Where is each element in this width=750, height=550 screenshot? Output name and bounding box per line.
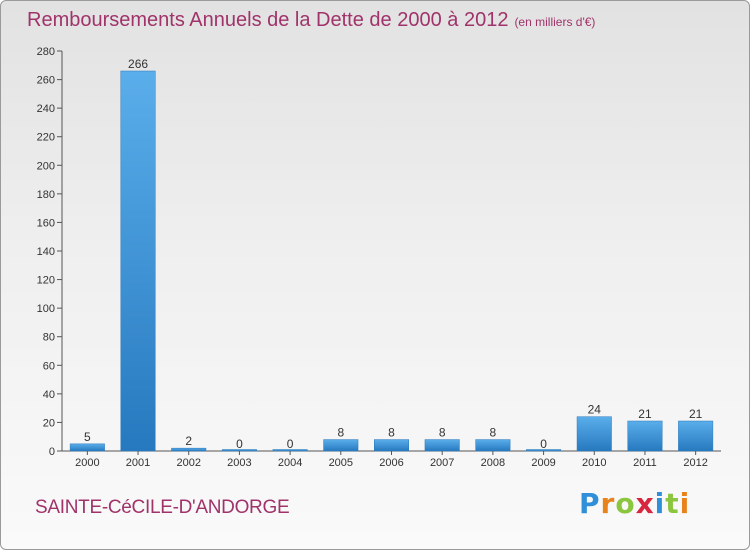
bar <box>120 70 156 452</box>
labels: 2000 5 2001 266 2002 2 2003 0 2004 0 2005 8 2006 8 200… <box>75 57 708 469</box>
y-tick-label: 200 <box>37 160 55 172</box>
data-label: 8 <box>388 426 395 440</box>
logo-letter: i <box>654 487 666 520</box>
data-label: 0 <box>540 437 547 451</box>
y-tick-label: 0 <box>49 446 55 458</box>
x-tick-label: 2003 <box>227 457 251 469</box>
chart-unit: (en milliers d'€) <box>514 15 596 29</box>
logo-letter: i <box>679 487 691 520</box>
commune-name: SAINTE-CéCILE-D'ANDORGE <box>35 497 290 518</box>
y-tick-label: 180 <box>37 189 55 201</box>
bar <box>627 420 663 452</box>
logo-letter: o <box>615 487 636 520</box>
y-tick-label: 220 <box>37 132 55 144</box>
x-tick-label: 2007 <box>430 457 454 469</box>
y-tick-label: 280 <box>37 46 55 58</box>
x-tick-label: 2005 <box>329 457 353 469</box>
bar <box>272 449 308 452</box>
bar <box>374 439 409 452</box>
x-tick-label: 2009 <box>531 457 555 469</box>
logo-letter: t <box>665 487 680 520</box>
y-tick-label: 20 <box>43 417 55 429</box>
data-label: 0 <box>236 437 243 451</box>
data-label: 266 <box>128 57 148 71</box>
bar <box>678 420 714 452</box>
y-tick-label: 260 <box>37 75 55 87</box>
bar <box>69 443 105 452</box>
x-tick-label: 2006 <box>379 457 403 469</box>
bar <box>323 439 359 452</box>
data-label: 21 <box>689 407 703 421</box>
bar <box>424 439 460 452</box>
y-tick-label: 120 <box>37 275 55 287</box>
logo-letter: r <box>600 487 616 520</box>
y-tick-label: 160 <box>37 217 55 229</box>
bar <box>171 447 207 452</box>
data-label: 24 <box>588 403 602 417</box>
proxiti-logo: Proxiti <box>579 487 690 520</box>
x-tick-label: 2004 <box>278 457 302 469</box>
bar <box>526 449 562 452</box>
bar <box>475 439 511 452</box>
y-tick-label: 60 <box>43 360 55 372</box>
x-tick-label: 2008 <box>481 457 505 469</box>
y-tick-label: 140 <box>37 246 55 258</box>
data-label: 8 <box>337 426 344 440</box>
logo-letter: P <box>579 487 601 520</box>
x-tick-label: 2001 <box>126 457 150 469</box>
bar <box>576 416 612 452</box>
x-tick-label: 2011 <box>633 457 657 469</box>
x-tick-label: 2002 <box>176 457 200 469</box>
data-label: 2 <box>185 434 192 448</box>
logo-letter: x <box>635 487 655 520</box>
x-tick-label: 2010 <box>582 457 606 469</box>
x-tick-label: 2012 <box>683 457 707 469</box>
y-tick-label: 100 <box>37 303 55 315</box>
data-label: 8 <box>439 426 446 440</box>
data-label: 0 <box>287 437 294 451</box>
x-tick-label: 2000 <box>75 457 99 469</box>
y-tick-label: 240 <box>37 103 55 115</box>
chart-title: Remboursements Annuels de la Dette de 20… <box>27 9 595 32</box>
bars <box>69 70 714 452</box>
chart-title-text: Remboursements Annuels de la Dette de 20… <box>27 9 509 31</box>
data-label: 5 <box>84 430 91 444</box>
data-label: 8 <box>490 426 497 440</box>
y-tick-label: 40 <box>43 389 55 401</box>
data-label: 21 <box>638 407 652 421</box>
bar <box>221 449 257 452</box>
y-tick-label: 80 <box>43 332 55 344</box>
